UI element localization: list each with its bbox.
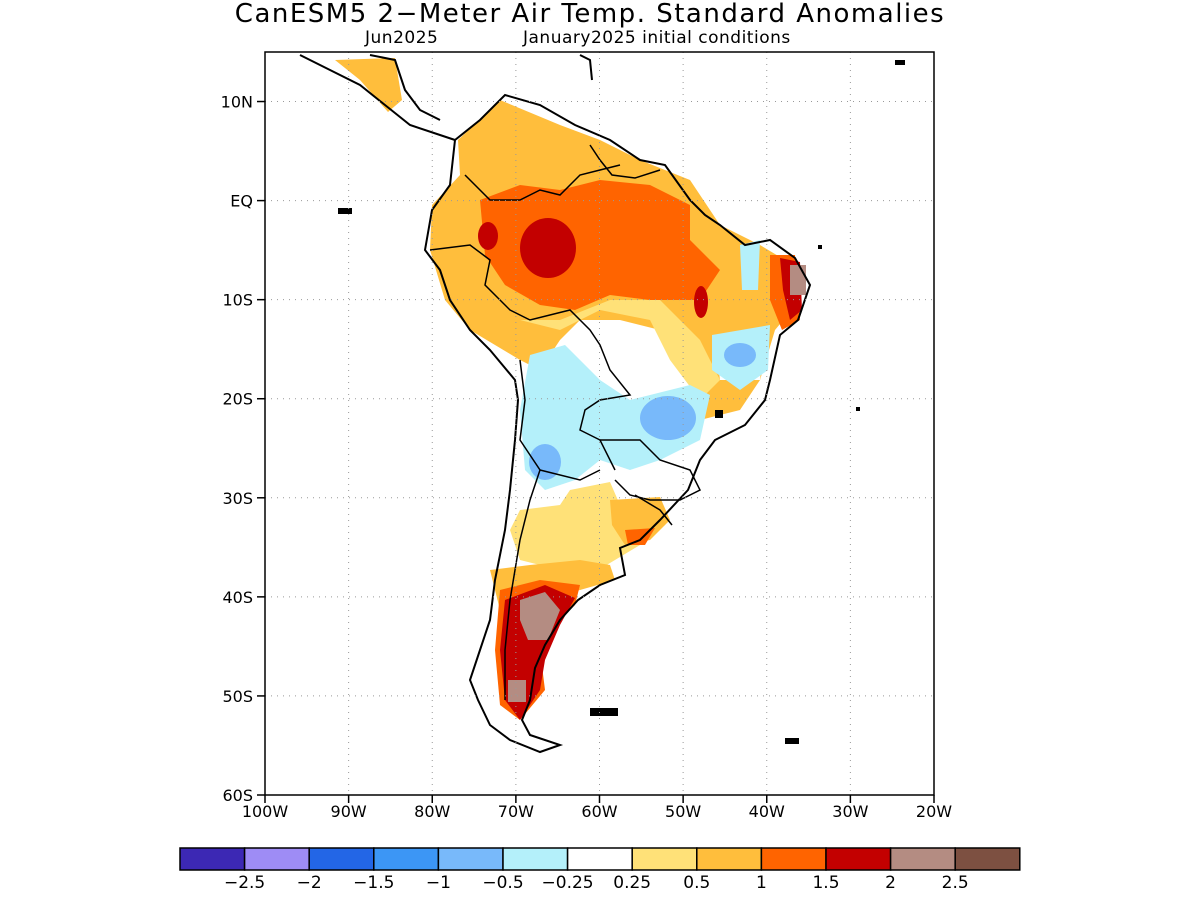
colorbar-label: 1.5 [812,873,839,893]
island [895,60,905,65]
lat-tick-label: 40S [222,588,253,607]
islands [338,60,905,744]
colorbar-label: 0.25 [613,873,651,893]
axis-ticks [257,100,935,803]
colorbar-label: −2.5 [224,873,265,893]
colorbar-swatch [760,847,827,871]
caribbean-coastline [579,54,593,81]
colorbar-label: −0.25 [542,873,594,893]
lat-tick-label: 60S [222,786,253,805]
anomaly-region-neutral [585,320,665,395]
colorbar-labels: −2.5 −2 −1.5 −1 −0.5 −0.25 0.25 0.5 1 1.5 2 2.5 [224,873,969,893]
colorbar-swatch [696,847,763,871]
lon-tick-label: 80W [414,802,450,821]
anomaly-region-red [520,218,576,278]
anomaly-region-brown-south [520,592,560,640]
lat-tick-label: 50S [222,687,253,706]
central-america-coastline [369,54,441,121]
island [785,738,799,744]
colorbar-label: 1 [756,873,767,893]
anomaly-region-cool [529,444,561,480]
colorbar-swatch [308,847,375,871]
colorbar-label: −2 [297,873,322,893]
colorbar-label: 2 [885,873,896,893]
colorbar-swatch [889,847,956,871]
colorbar-label: −1.5 [353,873,394,893]
anomaly-region-warm-central-america [335,58,402,112]
colorbar-label: 0.5 [683,873,710,893]
lon-tick-label: 50W [665,802,701,821]
lon-tick-label: 60W [581,802,617,821]
anomaly-region-slight-warm-south [510,482,665,575]
colorbar-swatch [954,847,1021,871]
lon-tick-label: 40W [749,802,785,821]
anomaly-region-slight-cool [740,240,760,290]
map-title: CanESM5 2−Meter Air Temp. Standard Anoma… [234,0,946,29]
lon-tick-label: 100W [242,802,289,821]
colorbar-swatch [373,847,440,871]
country-borders [429,144,702,700]
lat-tick-label: EQ [230,192,253,211]
country-border [539,469,601,481]
colorbar-swatch [437,847,504,871]
anomaly-region-slight-warm [520,300,720,400]
lat-tick-label: 30S [222,489,253,508]
anomaly-region-red [694,286,708,318]
colorbar-swatch [243,847,310,871]
axis-tick-labels: 100W 90W 80W 70W 60W 50W 40W 30W 20W 10N EQ 10S 20S 3… [221,93,953,821]
forecast-month: Jun2025 [365,28,439,48]
colorbar-swatch [502,847,569,871]
colorbar-label: −1 [426,873,451,893]
lat-tick-label: 10N [221,93,253,112]
colorbar-swatch [825,847,892,871]
island [856,407,860,411]
anomaly-region-warm-uruguay [610,497,670,545]
island [715,410,723,418]
colorbar-label: 2.5 [942,873,969,893]
country-border [504,359,541,700]
lon-tick-label: 20W [916,802,952,821]
colorbar [179,847,1021,871]
anomaly-region-slight-cool [520,345,710,490]
anomaly-region-cool [640,396,696,440]
lat-tick-label: 10S [222,291,253,310]
initial-conditions: January2025 initial conditions [523,28,791,48]
colorbar-swatch [566,847,633,871]
island [590,708,618,716]
anomaly-region-cool [724,343,756,367]
colorbar-swatch [631,847,698,871]
lat-tick-label: 20S [222,390,253,409]
lon-tick-label: 30W [832,802,868,821]
country-border [589,144,661,179]
island [338,208,352,214]
island [818,245,822,249]
country-border [429,244,632,471]
country-border [634,494,673,526]
anomaly-shading [335,58,806,720]
anomaly-region-brown-south [508,680,526,702]
lon-tick-label: 90W [331,802,367,821]
anomaly-region-red [478,222,498,250]
coastlines [299,54,812,754]
colorbar-label: −0.5 [482,873,523,893]
anomaly-region-brown-coast [790,265,806,295]
lon-tick-label: 70W [498,802,534,821]
central-america-coastline [299,54,456,141]
south-america-coastline [423,93,812,754]
colorbar-swatch [179,847,246,871]
country-border [464,164,621,201]
